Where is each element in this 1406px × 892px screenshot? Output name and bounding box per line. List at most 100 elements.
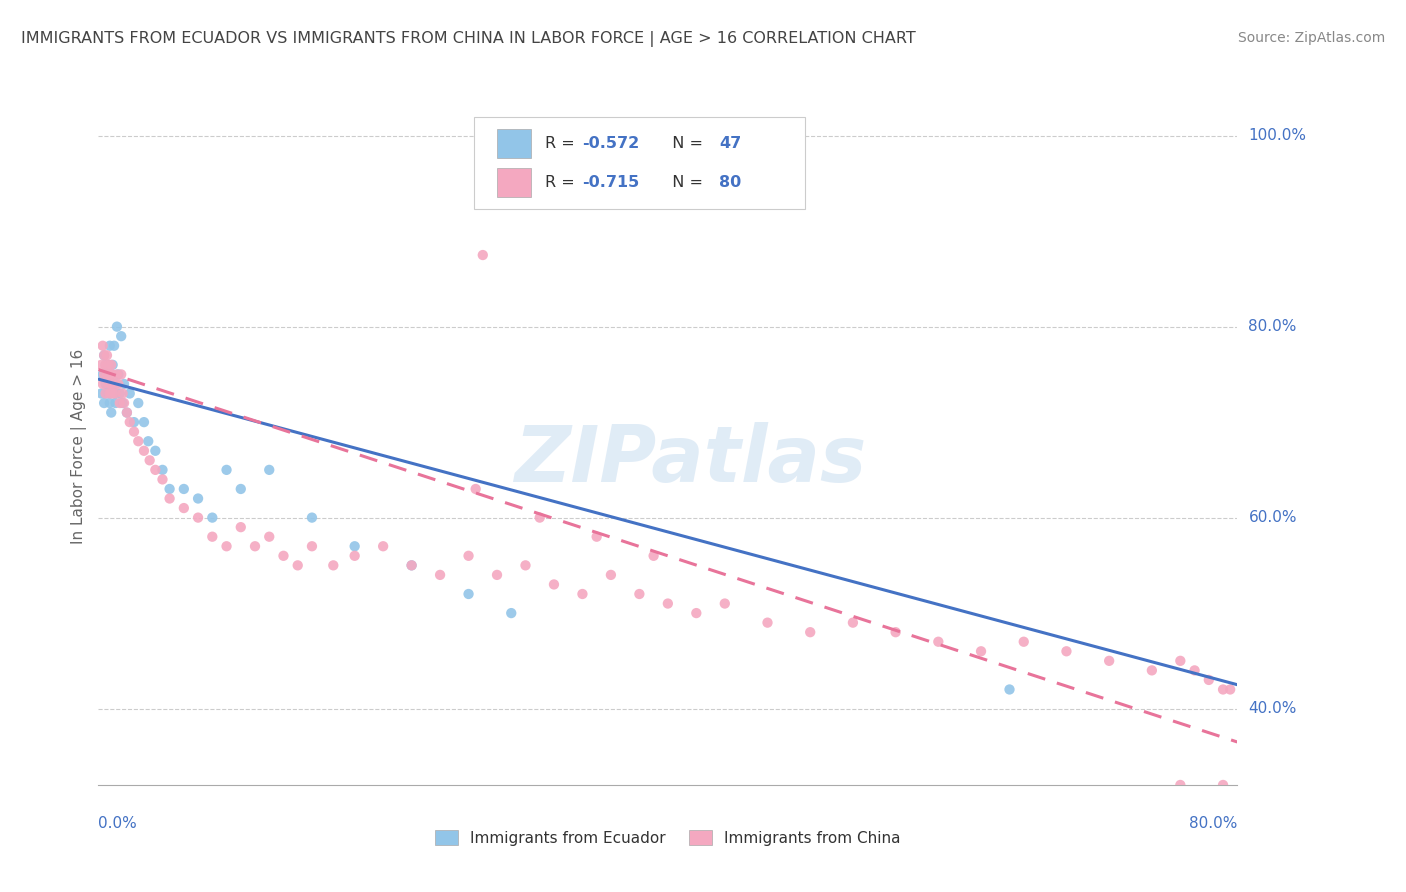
Y-axis label: In Labor Force | Age > 16: In Labor Force | Age > 16 <box>72 349 87 543</box>
Text: 100.0%: 100.0% <box>1249 128 1306 144</box>
Point <box>229 482 252 496</box>
Point <box>105 319 128 334</box>
Point <box>373 539 395 553</box>
Point <box>111 396 134 410</box>
Point <box>457 549 479 563</box>
Point <box>98 386 121 401</box>
Point <box>94 386 117 401</box>
Point <box>998 682 1021 697</box>
Point <box>585 530 607 544</box>
Point <box>756 615 779 630</box>
Point <box>94 358 117 372</box>
Point <box>101 358 124 372</box>
Point <box>229 520 252 534</box>
Point <box>138 453 160 467</box>
Point <box>91 376 114 391</box>
Point <box>118 386 141 401</box>
Point <box>101 368 124 382</box>
Text: 0.0%: 0.0% <box>98 815 138 830</box>
Point <box>90 358 112 372</box>
Point <box>108 396 131 410</box>
FancyBboxPatch shape <box>474 117 804 209</box>
Point <box>259 530 281 544</box>
Point <box>1219 682 1241 697</box>
Text: 80: 80 <box>718 175 741 190</box>
Point <box>301 510 323 524</box>
Point <box>799 625 821 640</box>
Point <box>322 558 344 573</box>
FancyBboxPatch shape <box>498 168 531 197</box>
Text: R =: R = <box>546 136 579 151</box>
Point <box>127 396 149 410</box>
Point <box>287 558 309 573</box>
Point <box>429 568 451 582</box>
Point <box>112 376 135 391</box>
Point <box>132 415 155 429</box>
Point <box>101 376 124 391</box>
Point <box>110 368 132 382</box>
FancyBboxPatch shape <box>498 128 531 159</box>
Point <box>927 634 949 648</box>
Point <box>122 425 145 439</box>
Point <box>1012 634 1035 648</box>
Point <box>115 406 138 420</box>
Point <box>685 606 707 620</box>
Point <box>93 368 115 382</box>
Point <box>187 510 209 524</box>
Point <box>657 597 679 611</box>
Point <box>118 415 141 429</box>
Point <box>107 368 129 382</box>
Text: 47: 47 <box>718 136 741 151</box>
Point <box>970 644 993 658</box>
Point <box>104 386 127 401</box>
Point <box>97 376 120 391</box>
Point <box>543 577 565 591</box>
Point <box>201 510 224 524</box>
Text: 40.0%: 40.0% <box>1249 701 1296 716</box>
Point <box>100 368 122 382</box>
Point <box>107 376 129 391</box>
Point <box>94 358 117 372</box>
Point <box>152 463 174 477</box>
Point <box>529 510 551 524</box>
Point <box>103 376 125 391</box>
Point <box>1184 664 1206 678</box>
Point <box>486 568 509 582</box>
Point <box>159 482 181 496</box>
Point <box>96 368 118 382</box>
Point <box>714 597 737 611</box>
Point <box>112 396 135 410</box>
Point <box>98 368 121 382</box>
Point <box>600 568 623 582</box>
Point <box>97 358 120 372</box>
Text: N =: N = <box>662 175 709 190</box>
Point <box>173 482 195 496</box>
Point <box>145 443 167 458</box>
Text: N =: N = <box>662 136 709 151</box>
Point <box>96 348 118 362</box>
Point <box>215 539 238 553</box>
Text: Source: ZipAtlas.com: Source: ZipAtlas.com <box>1237 31 1385 45</box>
Point <box>842 615 865 630</box>
Point <box>104 396 127 410</box>
Point <box>136 434 159 449</box>
Point <box>471 248 494 262</box>
Text: 80.0%: 80.0% <box>1189 815 1237 830</box>
Point <box>91 339 114 353</box>
Point <box>1170 654 1192 668</box>
Point <box>100 376 122 391</box>
Point <box>401 558 423 573</box>
Point <box>93 348 115 362</box>
Point <box>628 587 651 601</box>
Point <box>457 587 479 601</box>
Point <box>215 463 238 477</box>
Text: -0.572: -0.572 <box>582 136 640 151</box>
Text: 60.0%: 60.0% <box>1249 510 1296 525</box>
Point <box>173 501 195 516</box>
Point <box>111 386 134 401</box>
Point <box>96 386 118 401</box>
Point <box>93 396 115 410</box>
Point <box>91 368 114 382</box>
Point <box>515 558 537 573</box>
Legend: Immigrants from Ecuador, Immigrants from China: Immigrants from Ecuador, Immigrants from… <box>429 823 907 852</box>
